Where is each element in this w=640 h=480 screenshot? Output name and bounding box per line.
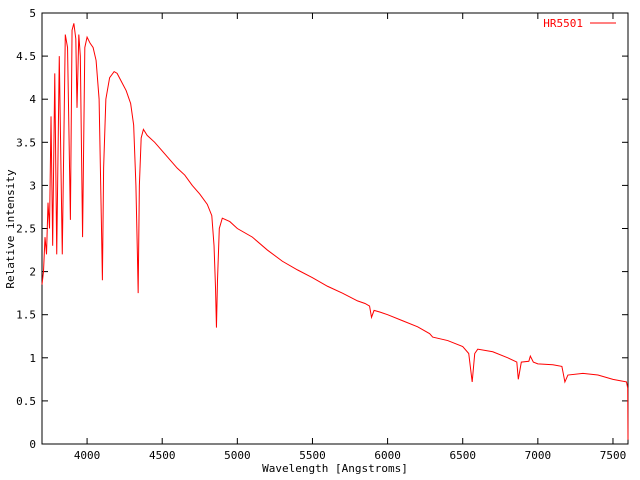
x-axis-label: Wavelength [Angstroms] xyxy=(262,462,408,475)
y-tick-label: 4 xyxy=(29,93,36,106)
y-tick-label: 2 xyxy=(29,266,36,279)
y-tick-label: 2.5 xyxy=(16,223,36,236)
x-tick-label: 7500 xyxy=(600,449,627,462)
legend-label: HR5501 xyxy=(543,17,583,30)
y-tick-label: 1.5 xyxy=(16,309,36,322)
y-tick-label: 3 xyxy=(29,179,36,192)
y-axis-label: Relative intensity xyxy=(4,169,17,289)
x-tick-label: 4000 xyxy=(74,449,101,462)
y-tick-label: 3.5 xyxy=(16,136,36,149)
x-tick-label: 5000 xyxy=(224,449,251,462)
x-tick-label: 5500 xyxy=(299,449,326,462)
plot-border xyxy=(41,12,629,445)
y-tick-label: 4.5 xyxy=(16,50,36,63)
x-tick-label: 6500 xyxy=(449,449,476,462)
x-tick-label: 6000 xyxy=(374,449,401,462)
y-tick-label: 1 xyxy=(29,352,36,365)
spectrum-line xyxy=(41,23,629,440)
y-tick-label: 0.5 xyxy=(16,395,36,408)
y-tick-label: 0 xyxy=(29,438,36,451)
x-tick-label: 4500 xyxy=(149,449,176,462)
y-tick-label: 5 xyxy=(29,7,36,20)
x-tick-label: 7000 xyxy=(525,449,552,462)
